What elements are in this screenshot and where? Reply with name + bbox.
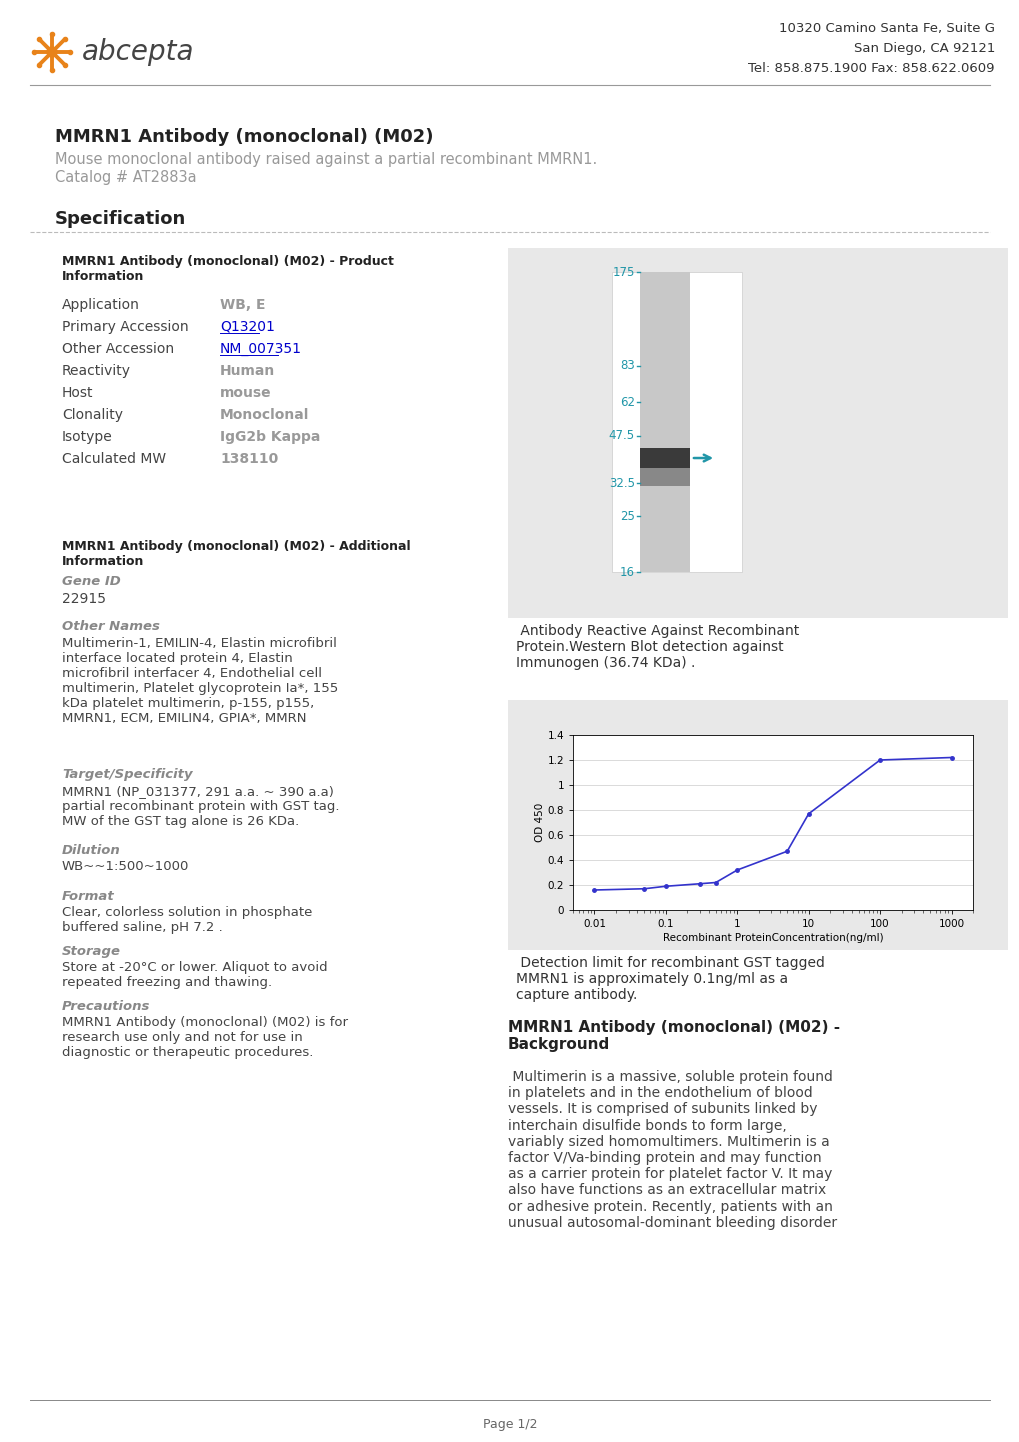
Text: Dilution: Dilution — [62, 844, 120, 857]
Text: Isotype: Isotype — [62, 430, 113, 444]
Bar — [507, 248, 1007, 619]
Text: Host: Host — [62, 386, 94, 399]
Text: Calculated MW: Calculated MW — [62, 451, 166, 466]
Text: 32.5: 32.5 — [608, 477, 635, 490]
Text: Gene ID: Gene ID — [62, 575, 120, 588]
Circle shape — [47, 48, 57, 58]
Text: Specification: Specification — [55, 211, 186, 228]
Text: Reactivity: Reactivity — [62, 363, 130, 378]
Text: Application: Application — [62, 298, 140, 311]
Text: MMRN1 Antibody (monoclonal) (M02) is for
research use only and not for use in
di: MMRN1 Antibody (monoclonal) (M02) is for… — [62, 1017, 347, 1058]
Bar — [507, 699, 1007, 950]
Text: Multimerin is a massive, soluble protein found
in platelets and in the endotheli: Multimerin is a massive, soluble protein… — [507, 1070, 837, 1230]
Text: MMRN1 (NP_031377, 291 a.a. ~ 390 a.a)
partial recombinant protein with GST tag.
: MMRN1 (NP_031377, 291 a.a. ~ 390 a.a) pa… — [62, 784, 339, 828]
Text: WB, E: WB, E — [220, 298, 265, 311]
Text: MMRN1 Antibody (monoclonal) (M02) -
Background: MMRN1 Antibody (monoclonal) (M02) - Back… — [507, 1019, 840, 1053]
Text: 16: 16 — [620, 565, 635, 578]
Text: Q13201: Q13201 — [220, 320, 274, 335]
Text: Detection limit for recombinant GST tagged
MMRN1 is approximately 0.1ng/ml as a
: Detection limit for recombinant GST tagg… — [516, 956, 824, 1002]
Text: Precautions: Precautions — [62, 999, 150, 1012]
Text: 10320 Camino Santa Fe, Suite G: 10320 Camino Santa Fe, Suite G — [779, 22, 994, 35]
Text: 47.5: 47.5 — [608, 430, 635, 443]
Text: Format: Format — [62, 890, 115, 903]
Text: NM_007351: NM_007351 — [220, 342, 302, 356]
Bar — [639, 448, 689, 469]
Text: Antibody Reactive Against Recombinant
Protein.Western Blot detection against
Imm: Antibody Reactive Against Recombinant Pr… — [516, 624, 799, 671]
Text: MMRN1 Antibody (monoclonal) (M02) - Additional
Information: MMRN1 Antibody (monoclonal) (M02) - Addi… — [62, 539, 411, 568]
Text: Catalog # AT2883a: Catalog # AT2883a — [55, 170, 197, 185]
Text: Target/Specificity: Target/Specificity — [62, 769, 193, 782]
Text: 83: 83 — [620, 359, 635, 372]
Text: WB~~1:500~1000: WB~~1:500~1000 — [62, 859, 190, 872]
Text: Storage: Storage — [62, 945, 121, 957]
Y-axis label: OD 450: OD 450 — [534, 803, 544, 842]
Text: Other Accession: Other Accession — [62, 342, 174, 356]
Text: 138110: 138110 — [220, 451, 278, 466]
Text: MMRN1 Antibody (monoclonal) (M02) - Product
Information: MMRN1 Antibody (monoclonal) (M02) - Prod… — [62, 255, 393, 283]
Text: Primary Accession: Primary Accession — [62, 320, 189, 335]
Text: abcepta: abcepta — [82, 37, 195, 66]
Text: IgG2b Kappa: IgG2b Kappa — [220, 430, 320, 444]
Text: Clonality: Clonality — [62, 408, 123, 423]
Text: Page 1/2: Page 1/2 — [482, 1417, 537, 1430]
Bar — [639, 273, 689, 572]
Bar — [611, 273, 741, 572]
Text: Store at -20°C or lower. Aliquot to avoid
repeated freezing and thawing.: Store at -20°C or lower. Aliquot to avoi… — [62, 960, 327, 989]
Text: 22915: 22915 — [62, 593, 106, 606]
Text: MMRN1 Antibody (monoclonal) (M02): MMRN1 Antibody (monoclonal) (M02) — [55, 128, 433, 146]
Text: 175: 175 — [612, 265, 635, 278]
Text: Mouse monoclonal antibody raised against a partial recombinant MMRN1.: Mouse monoclonal antibody raised against… — [55, 151, 597, 167]
Bar — [639, 469, 689, 486]
Text: San Diego, CA 92121: San Diego, CA 92121 — [853, 42, 994, 55]
Text: Monoclonal: Monoclonal — [220, 408, 309, 423]
X-axis label: Recombinant ProteinConcentration(ng/ml): Recombinant ProteinConcentration(ng/ml) — [662, 933, 882, 943]
Text: Multimerin-1, EMILIN-4, Elastin microfibril
interface located protein 4, Elastin: Multimerin-1, EMILIN-4, Elastin microfib… — [62, 637, 338, 725]
Text: Clear, colorless solution in phosphate
buffered saline, pH 7.2 .: Clear, colorless solution in phosphate b… — [62, 906, 312, 934]
Text: 62: 62 — [620, 395, 635, 408]
Text: Human: Human — [220, 363, 275, 378]
Text: 25: 25 — [620, 509, 635, 522]
Text: Other Names: Other Names — [62, 620, 160, 633]
Text: mouse: mouse — [220, 386, 271, 399]
Text: Tel: 858.875.1900 Fax: 858.622.0609: Tel: 858.875.1900 Fax: 858.622.0609 — [748, 62, 994, 75]
